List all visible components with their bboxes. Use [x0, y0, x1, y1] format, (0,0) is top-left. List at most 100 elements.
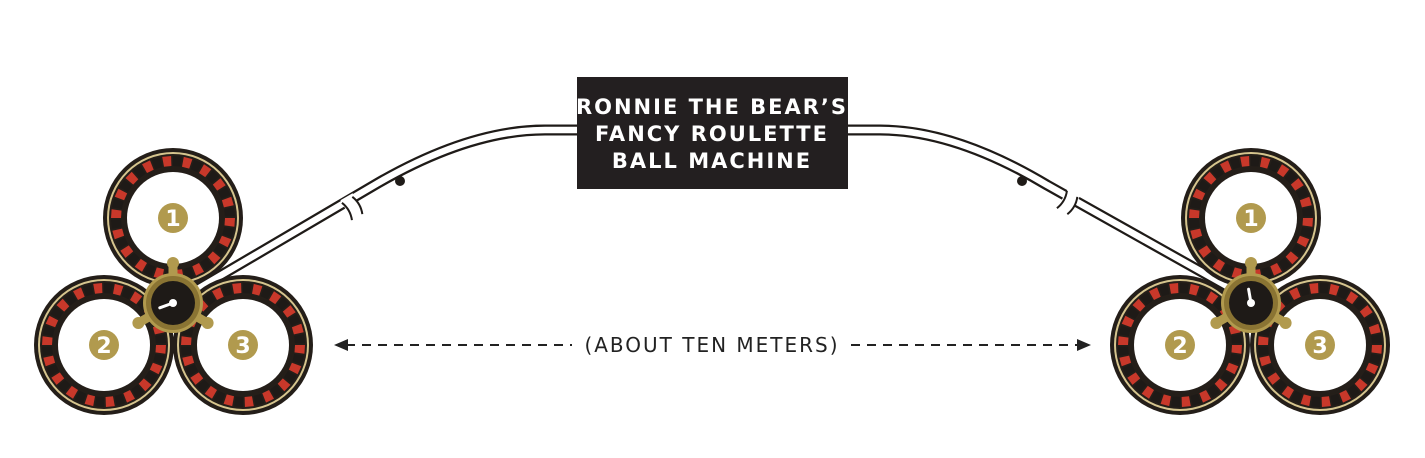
wheel-pocket	[1207, 384, 1220, 398]
wheel-pocket	[1261, 266, 1273, 279]
wheel-pocket	[42, 336, 53, 345]
wheel-pocket	[223, 394, 234, 407]
wheel-pocket	[1133, 379, 1147, 393]
wheel-pocket	[114, 393, 126, 406]
wheel-pocket	[112, 228, 125, 240]
wheel-pocket	[1300, 227, 1313, 238]
roulette-wheel	[1110, 275, 1250, 415]
wheel-pocket	[1220, 371, 1234, 384]
wheel-pocket	[1337, 286, 1350, 300]
wheel-pocket	[1360, 371, 1374, 384]
wheel-pocket	[123, 390, 135, 403]
track-break-right	[1055, 188, 1081, 218]
roulette-wheel	[173, 275, 313, 415]
wheel-pocket	[1354, 378, 1368, 392]
wheel-pocket	[151, 157, 163, 170]
wheel-pocket	[1126, 306, 1140, 319]
wheel-pocket	[200, 257, 213, 271]
wheel-pocket	[1118, 325, 1131, 336]
wheel-pocket	[222, 227, 235, 238]
wheel-pocket	[56, 298, 70, 312]
wheel-pocket	[1299, 196, 1312, 208]
wheel-pocket	[1291, 244, 1305, 257]
wheel-pocket	[1320, 283, 1329, 294]
wheel-number-2: 2	[1172, 334, 1187, 359]
wheel-pocket	[1329, 283, 1340, 296]
wheel-pocket	[50, 306, 64, 319]
wheel-pocket	[1189, 219, 1200, 229]
wheel-pocket	[292, 354, 305, 365]
wheel-pocket	[138, 378, 152, 392]
wheel-pocket	[1371, 334, 1382, 344]
wheel-number-badge	[1305, 330, 1335, 360]
wheel-pocket	[1346, 291, 1359, 305]
wheel-pocket	[1190, 393, 1202, 406]
wheel-pocket	[203, 292, 216, 306]
wheel-pocket	[1270, 263, 1282, 276]
wheel-pocket	[1231, 334, 1242, 344]
wheel-pocket	[1203, 171, 1217, 185]
wheel-pocket	[1121, 315, 1135, 328]
wheel-pocket	[196, 379, 210, 393]
roulette-ball	[395, 176, 405, 186]
wheel-pocket	[206, 170, 220, 184]
wheel-pocket	[113, 283, 124, 296]
wheel-pocket	[1197, 286, 1210, 300]
wheel-pocket	[143, 263, 156, 277]
wheel-pocket	[1359, 305, 1373, 318]
wheel-pocket	[144, 371, 158, 384]
wheel-pocket	[82, 284, 94, 297]
wheel-pocket	[1211, 165, 1224, 179]
wheel-pocket	[1118, 346, 1129, 356]
wheel-pocket	[282, 305, 296, 318]
roulette-wheel	[1181, 148, 1321, 288]
wheel-pocket	[288, 362, 302, 375]
wheel-pocket	[1365, 362, 1379, 375]
wheel-pocket	[1369, 354, 1382, 365]
wheel-pocket	[1290, 390, 1303, 404]
wheel-pocket	[181, 346, 192, 356]
wheel-pocket	[232, 283, 242, 294]
wheel-pocket	[1132, 298, 1146, 312]
wheel-pocket	[212, 178, 226, 191]
wheel-pocket	[1212, 258, 1225, 272]
wheel-pocket	[190, 372, 204, 385]
roulette-wheel	[34, 275, 174, 415]
wheel-pocket	[1368, 323, 1381, 335]
wheel-pocket	[1371, 345, 1382, 354]
wheel-pocket	[1353, 297, 1367, 311]
wheel-number-badge	[1165, 330, 1195, 360]
wheel-pocket	[207, 251, 221, 265]
wheel-pocket	[1321, 396, 1331, 407]
wheel-pocket	[1260, 156, 1271, 169]
wheel-pocket	[181, 336, 192, 345]
track-break-left	[340, 193, 366, 223]
wheel-pocket	[204, 385, 217, 399]
wheel-pocket	[1181, 396, 1191, 407]
wheel-pocket	[1277, 164, 1290, 178]
wheel-pocket	[1365, 314, 1378, 326]
wheel-pocket	[277, 378, 291, 392]
distance-indicator: (ABOUT TEN METERS)	[334, 333, 1091, 357]
wheel-pocket	[276, 297, 290, 311]
wheel-pocket	[73, 287, 85, 300]
wheel-pocket	[131, 384, 144, 398]
wheel-pocket	[115, 237, 128, 249]
wheel-pocket	[199, 164, 212, 178]
wheel-pocket	[153, 354, 166, 365]
wheel-pocket	[260, 286, 273, 300]
wheel-pocket	[74, 390, 87, 404]
wheel-pocket	[1240, 156, 1250, 167]
wheel-pocket	[182, 156, 193, 169]
wheel-pocket	[111, 219, 122, 229]
arrow-left-icon	[334, 339, 348, 351]
wheel-number-3: 3	[1312, 334, 1327, 359]
wheel-pocket	[84, 394, 95, 407]
wheel-pocket	[1280, 292, 1293, 306]
wheel-pocket	[1189, 198, 1202, 209]
wheel-pocket	[134, 258, 147, 272]
wheel-pocket	[1225, 362, 1239, 375]
wheel-pocket	[252, 283, 263, 296]
wheel-pocket	[1284, 170, 1298, 184]
